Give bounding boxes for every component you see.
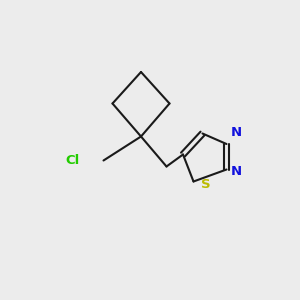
Text: Cl: Cl	[65, 154, 80, 167]
Text: N: N	[231, 165, 242, 178]
Text: S: S	[201, 178, 211, 191]
Text: N: N	[231, 127, 242, 140]
